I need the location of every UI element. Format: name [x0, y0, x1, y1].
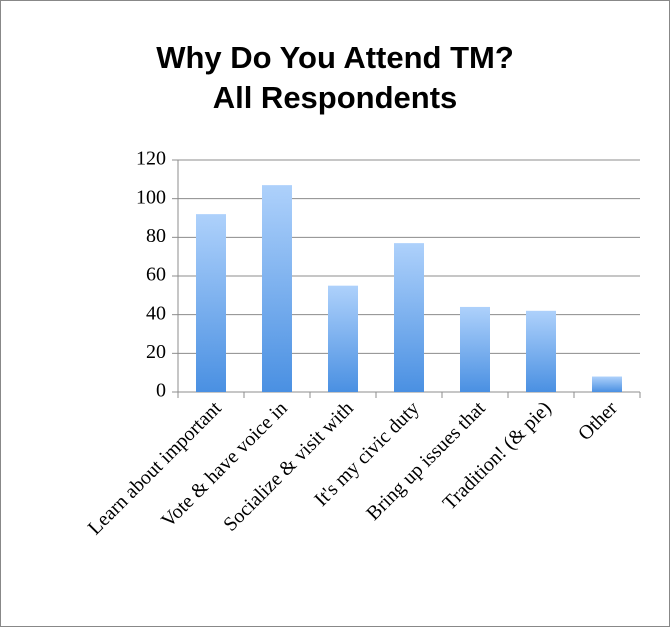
y-tick-label: 0 [156, 380, 166, 402]
chart-title: Why Do You Attend TM? [156, 40, 514, 75]
bar [328, 285, 358, 392]
bar [460, 306, 490, 392]
bar [196, 214, 226, 392]
y-tick-label: 100 [136, 186, 166, 208]
chart-subtitle: All Respondents [213, 80, 458, 115]
y-tick-label: 80 [146, 225, 166, 247]
y-tick-label: 120 [136, 148, 166, 170]
bar [394, 243, 424, 392]
bar [526, 310, 556, 392]
y-tick-label: 60 [146, 264, 166, 286]
bar [262, 185, 292, 392]
y-tick-label: 20 [146, 341, 166, 363]
y-tick-label: 40 [146, 302, 166, 324]
bar [592, 376, 622, 392]
